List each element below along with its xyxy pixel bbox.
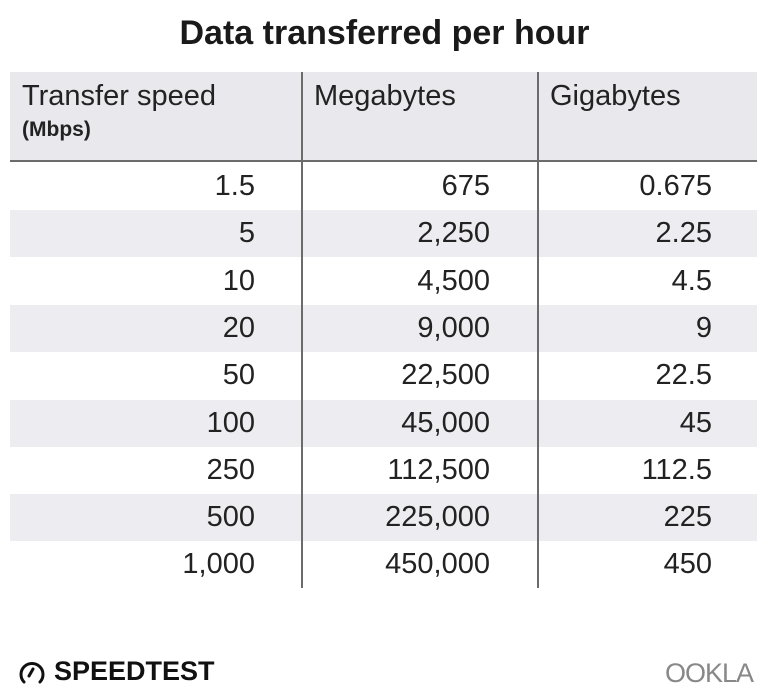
table-header: Transfer speed (Mbps) Megabytes Gigabyte… [10,72,757,162]
cell-gigabytes: 45 [679,406,712,439]
cell-megabytes: 9,000 [417,311,490,344]
cell-gigabytes: 22.5 [655,359,712,392]
cell-megabytes: 2,250 [417,217,490,250]
cell-megabytes: 450,000 [385,548,490,581]
cell-gigabytes: 450 [663,548,712,581]
table-row: 5 2,250 2.25 [10,210,757,258]
speedometer-icon [19,661,45,683]
cell-speed: 1,000 [182,548,255,581]
table-row: 500 225,000 225 [10,494,757,542]
cell-megabytes: 675 [441,170,490,202]
header-unit: (Mbps) [22,118,91,141]
cell-megabytes: 4,500 [417,264,490,297]
cell-speed: 5 [238,217,255,250]
speedtest-logo: SPEEDTEST [18,656,215,687]
header-megabytes: Megabytes [314,80,456,112]
header-transfer-speed: Transfer speed [22,80,216,112]
cell-speed: 20 [222,311,255,344]
cell-speed: 1.5 [214,170,255,202]
cell-speed: 100 [206,406,255,439]
cell-speed: 10 [222,264,255,297]
cell-gigabytes: 4.5 [671,264,712,297]
cell-megabytes: 22,500 [401,359,490,392]
cell-megabytes: 225,000 [385,501,490,534]
cell-gigabytes: 2.25 [655,217,712,250]
table-row: 10 4,500 4.5 [10,258,757,305]
cell-gigabytes: 225 [663,501,712,534]
table-row: 1.5 675 0.675 [10,163,757,210]
column-divider [537,72,539,588]
cell-gigabytes: 112.5 [641,453,712,486]
table-row: 1,000 450,000 450 [10,541,757,588]
cell-megabytes: 112,500 [387,453,490,486]
column-divider [301,72,303,588]
cell-speed: 250 [206,453,255,486]
ookla-logo: OOKLA [664,658,754,688]
table-row: 20 9,000 9 [10,304,757,352]
cell-gigabytes: 9 [695,311,712,344]
table-row: 250 112,500 112.5 [10,447,757,494]
cell-gigabytes: 0.675 [639,170,712,202]
cell-megabytes: 45,000 [401,406,490,439]
table-row: 50 22,500 22.5 [10,352,757,399]
chart-title: Data transferred per hour [179,14,590,52]
speedtest-wordmark: SPEEDTEST [54,656,215,686]
table-row: 100 45,000 45 [10,399,757,447]
cell-speed: 500 [206,501,255,534]
cell-speed: 50 [222,359,255,392]
header-gigabytes: Gigabytes [550,80,681,112]
